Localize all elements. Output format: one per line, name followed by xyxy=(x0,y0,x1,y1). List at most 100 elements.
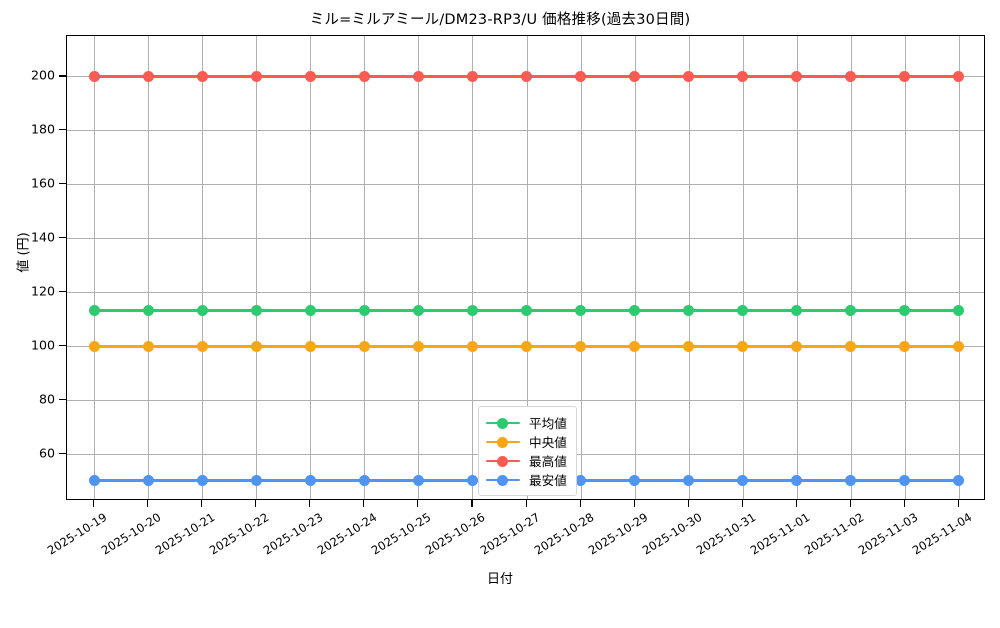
data-point-marker xyxy=(196,305,208,317)
legend-swatch-icon xyxy=(486,416,520,430)
data-point-marker xyxy=(412,305,424,317)
x-axis-label: 日付 xyxy=(486,572,513,587)
legend-label: 平均値 xyxy=(529,416,567,431)
data-point-marker xyxy=(466,340,478,352)
legend-item-1[interactable]: 中央値 xyxy=(486,432,567,451)
y-tick-mark xyxy=(59,129,66,131)
data-point-marker xyxy=(196,70,208,82)
gridline-vertical xyxy=(256,36,258,499)
data-point-marker xyxy=(683,305,695,317)
data-point-marker xyxy=(629,475,641,487)
data-point-marker xyxy=(845,340,857,352)
data-point-marker xyxy=(250,70,262,82)
x-tick-mark xyxy=(795,500,797,507)
data-point-marker xyxy=(142,70,154,82)
data-point-marker xyxy=(629,305,641,317)
legend-item-0[interactable]: 平均値 xyxy=(486,413,567,432)
legend-item-3[interactable]: 最安値 xyxy=(486,470,567,489)
data-point-marker xyxy=(412,475,424,487)
y-tick-label: 100 xyxy=(30,337,55,353)
data-point-marker xyxy=(250,305,262,317)
chart-title: ミル=ミルアミール/DM23-RP3/U 価格推移(過去30日間) xyxy=(309,12,691,28)
legend-swatch-icon xyxy=(486,473,520,487)
data-point-marker xyxy=(250,340,262,352)
data-point-marker xyxy=(953,70,965,82)
x-tick-mark xyxy=(417,500,419,507)
x-tick-mark xyxy=(201,500,203,507)
y-tick-mark xyxy=(59,183,66,185)
data-point-marker xyxy=(791,475,803,487)
gridline-vertical xyxy=(958,36,960,499)
y-tick-label: 80 xyxy=(38,391,55,407)
gridline-vertical xyxy=(742,36,744,499)
gridline-horizontal xyxy=(67,238,984,240)
gridline-vertical xyxy=(904,36,906,499)
x-tick-mark xyxy=(687,500,689,507)
data-point-marker xyxy=(304,340,316,352)
y-tick-label: 180 xyxy=(30,121,55,137)
y-tick-label: 120 xyxy=(30,283,55,299)
gridline-vertical xyxy=(148,36,150,499)
data-point-marker xyxy=(575,475,587,487)
data-point-marker xyxy=(737,340,749,352)
y-tick-mark xyxy=(59,75,66,77)
gridline-vertical xyxy=(310,36,312,499)
data-point-marker xyxy=(466,70,478,82)
gridline-vertical xyxy=(634,36,636,499)
data-point-marker xyxy=(683,70,695,82)
y-axis-label: 値 (円) xyxy=(16,232,32,273)
chart-legend: 平均値 中央値最高値 最安値 xyxy=(478,406,577,496)
y-tick-label: 200 xyxy=(30,67,55,83)
y-tick-mark xyxy=(59,452,66,454)
gridline-vertical xyxy=(94,36,96,499)
data-point-marker xyxy=(412,70,424,82)
data-point-marker xyxy=(899,305,911,317)
data-point-marker xyxy=(737,305,749,317)
data-point-marker xyxy=(304,475,316,487)
gridline-horizontal xyxy=(67,399,984,401)
data-point-marker xyxy=(845,475,857,487)
data-point-marker xyxy=(791,70,803,82)
data-point-marker xyxy=(466,475,478,487)
data-point-marker xyxy=(845,70,857,82)
data-point-marker xyxy=(953,305,965,317)
data-point-marker xyxy=(196,340,208,352)
x-tick-mark xyxy=(363,500,365,507)
data-point-marker xyxy=(412,340,424,352)
gridline-vertical xyxy=(202,36,204,499)
gridline-horizontal xyxy=(67,184,984,186)
chart-figure: ミル=ミルアミール/DM23-RP3/U 価格推移(過去30日間) 60 80 10… xyxy=(16,12,985,587)
data-point-marker xyxy=(791,305,803,317)
data-point-marker xyxy=(575,340,587,352)
data-point-marker xyxy=(683,475,695,487)
data-point-marker xyxy=(521,305,532,317)
data-point-marker xyxy=(629,70,641,82)
data-point-marker xyxy=(358,70,370,82)
x-tick-mark xyxy=(957,500,960,507)
gridline-vertical xyxy=(472,36,474,499)
data-point-marker xyxy=(358,340,370,352)
y-tick-mark xyxy=(59,237,66,239)
data-point-marker xyxy=(683,340,695,352)
gridline-vertical xyxy=(850,36,852,499)
gridline-vertical xyxy=(688,36,690,499)
gridline-vertical xyxy=(526,36,528,499)
gridline-vertical xyxy=(418,36,420,499)
gridline-horizontal xyxy=(67,292,984,294)
legend-item-2[interactable]: 最高値 xyxy=(486,451,567,470)
x-tick-mark xyxy=(93,500,95,507)
data-point-marker xyxy=(737,475,749,487)
legend-label: 最高値 xyxy=(529,454,567,469)
data-point-marker xyxy=(250,475,262,487)
y-tick-label: 140 xyxy=(30,229,55,245)
data-point-marker xyxy=(142,475,154,487)
legend-swatch-icon xyxy=(486,435,520,449)
x-tick-mark xyxy=(579,500,581,507)
x-tick-mark xyxy=(633,500,635,507)
gridline-vertical xyxy=(364,36,366,499)
data-point-marker xyxy=(575,305,587,317)
data-point-marker xyxy=(88,70,100,82)
data-point-marker xyxy=(142,340,154,352)
data-point-marker xyxy=(466,305,478,317)
data-point-marker xyxy=(88,305,100,317)
